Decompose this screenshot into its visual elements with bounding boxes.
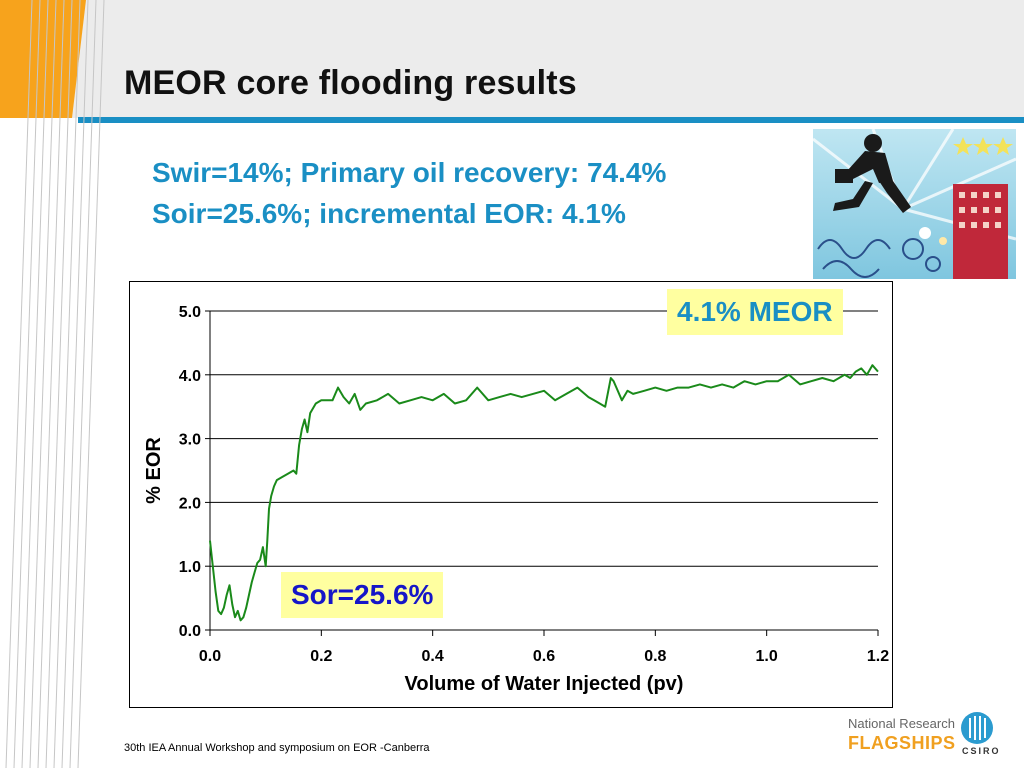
x-tick-label: 0.4 [422, 648, 444, 665]
y-tick-label: 1.0 [179, 559, 201, 576]
y-tick-label: 5.0 [179, 304, 201, 321]
sor-callout: Sor=25.6% [281, 572, 444, 618]
y-tick-label: 3.0 [179, 432, 201, 449]
x-tick-label: 1.2 [867, 648, 889, 665]
top-grey-band [0, 0, 1024, 118]
eor-line-chart: 0.0 1.0 2.0 3.0 4.0 5.0 0.0 0.2 0.4 0.6 0.8 1.0 1.2 V… [143, 304, 889, 695]
x-tick-label: 0.6 [533, 648, 555, 665]
meor-callout: 4.1% MEOR [667, 289, 843, 335]
csiro-flagships-logo: National Research FLAGSHIPS CSIRO [838, 708, 1001, 760]
footer-text: 30th IEA Annual Workshop and symposium o… [124, 742, 430, 754]
logo-line-2: FLAGSHIPS [848, 733, 956, 753]
y-tick-label: 4.0 [179, 368, 201, 385]
csiro-emblem-icon [961, 712, 993, 744]
x-tick-label: 0.2 [310, 648, 332, 665]
x-tick-label: 1.0 [756, 648, 778, 665]
x-axis-label: Volume of Water Injected (pv) [405, 673, 684, 695]
logo-line-3: CSIRO [962, 746, 1001, 756]
chart-frame: 0.0 1.0 2.0 3.0 4.0 5.0 0.0 0.2 0.4 0.6 0.8 1.0 1.2 V… [129, 281, 893, 708]
x-tick-label: 0.8 [644, 648, 666, 665]
y-axis-label: % EOR [143, 437, 165, 504]
logo-line-1: National Research [848, 716, 955, 731]
header-blue-rule [78, 117, 1024, 123]
left-pinstripes [5, 0, 105, 768]
y-tick-label: 0.0 [179, 623, 201, 640]
y-tick-label: 2.0 [179, 495, 201, 512]
x-tick-label: 0.0 [199, 648, 221, 665]
subtitle-line-1: Swir=14%; Primary oil recovery: 74.4% [152, 157, 667, 188]
eor-series-line [209, 364, 879, 622]
businessman-collage-image [813, 129, 1016, 279]
subtitle-line-2: Soir=25.6%; incremental EOR: 4.1% [152, 198, 626, 229]
slide-title: MEOR core flooding results [124, 64, 577, 102]
orange-corner-wedge [0, 0, 86, 118]
